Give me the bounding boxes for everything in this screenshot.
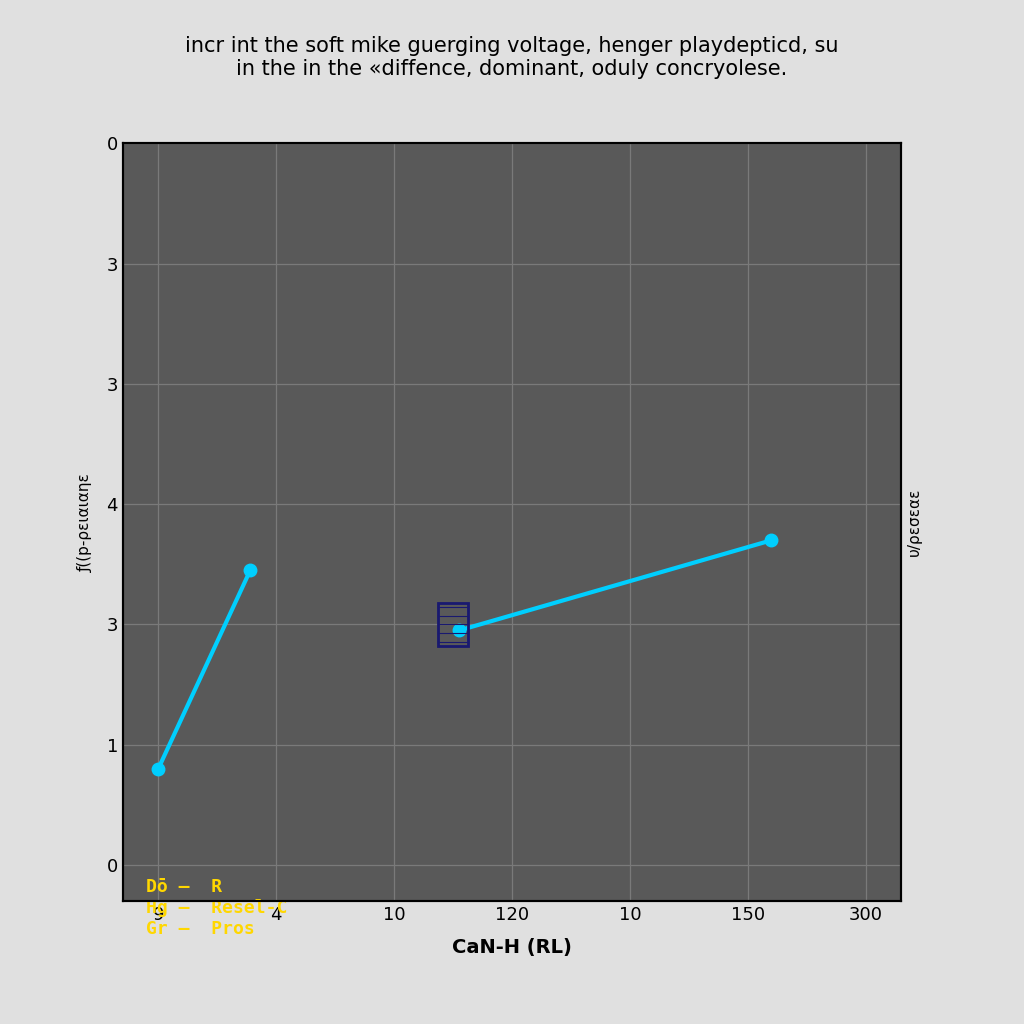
Bar [438, 603, 468, 645]
Y-axis label: ƒ((p-ρειαιαηε: ƒ((p-ρειαιαηε [78, 473, 92, 571]
Text: incr int the soft mike guerging voltage, henger playdepticd, su
in the in the «d: incr int the soft mike guerging voltage,… [185, 36, 839, 79]
X-axis label: CaN-H (RL): CaN-H (RL) [452, 938, 572, 956]
Text: Dō —  R
Hg —  Resel-C
Gr —  Pros: Dō — R Hg — Resel-C Gr — Pros [146, 879, 288, 938]
Y-axis label: υ/ρεσεαε: υ/ρεσεαε [906, 488, 922, 556]
